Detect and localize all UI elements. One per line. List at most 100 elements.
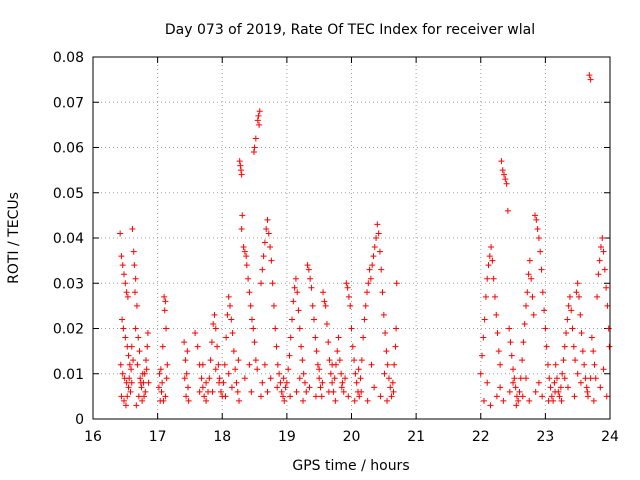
data-point xyxy=(484,275,491,282)
data-point xyxy=(237,162,244,169)
data-point xyxy=(556,393,563,400)
x-tick-label: 23 xyxy=(536,429,554,445)
data-point xyxy=(366,266,373,273)
data-point xyxy=(270,302,277,309)
data-point xyxy=(537,248,544,255)
data-point xyxy=(126,375,133,382)
data-point xyxy=(216,375,223,382)
y-tick-label: 0.01 xyxy=(53,367,84,383)
data-point xyxy=(239,212,246,219)
data-point xyxy=(551,379,558,386)
data-point xyxy=(329,361,336,368)
data-point xyxy=(261,239,268,246)
data-point xyxy=(538,266,545,273)
data-point xyxy=(163,325,170,332)
y-tick-label: 0.04 xyxy=(53,231,84,247)
data-point xyxy=(491,293,498,300)
x-tick-label: 16 xyxy=(84,429,102,445)
data-point xyxy=(238,225,245,232)
data-point xyxy=(526,257,533,264)
data-point xyxy=(355,366,362,373)
data-point xyxy=(254,117,261,124)
data-point xyxy=(286,352,293,359)
data-point xyxy=(326,357,333,364)
data-point xyxy=(325,339,332,346)
data-point xyxy=(582,375,589,382)
data-point xyxy=(352,370,359,377)
data-point xyxy=(574,280,581,287)
data-point xyxy=(534,225,541,232)
data-point xyxy=(228,384,235,391)
data-point xyxy=(135,334,142,341)
data-point xyxy=(510,366,517,373)
data-point xyxy=(211,311,218,318)
data-point xyxy=(222,393,229,400)
data-point xyxy=(334,348,341,355)
data-point xyxy=(507,339,514,346)
data-point xyxy=(545,397,552,404)
data-point xyxy=(133,402,140,409)
data-point xyxy=(313,348,320,355)
data-point xyxy=(318,393,325,400)
data-point xyxy=(379,289,386,296)
data-point xyxy=(240,244,247,251)
data-point xyxy=(338,384,345,391)
data-point xyxy=(199,384,206,391)
data-point xyxy=(568,307,575,314)
data-point xyxy=(487,402,494,409)
data-point xyxy=(508,352,515,359)
data-point xyxy=(245,275,252,282)
data-point xyxy=(256,108,263,115)
data-point xyxy=(264,388,271,395)
data-point xyxy=(348,325,355,332)
data-point xyxy=(246,289,253,296)
data-points xyxy=(117,72,613,409)
data-point xyxy=(584,388,591,395)
data-point xyxy=(267,375,274,382)
data-point xyxy=(277,379,284,386)
data-point xyxy=(369,262,376,269)
data-point xyxy=(143,366,150,373)
data-point xyxy=(317,384,324,391)
data-point xyxy=(259,379,266,386)
data-point xyxy=(117,230,124,237)
x-tick-label: 24 xyxy=(601,429,619,445)
data-point xyxy=(212,366,219,373)
x-tick-label: 19 xyxy=(278,429,296,445)
data-point xyxy=(145,379,152,386)
data-point xyxy=(311,316,318,323)
data-point xyxy=(581,361,588,368)
data-point xyxy=(181,375,188,382)
y-axis-label: ROTI / TECUs xyxy=(6,192,22,284)
data-point xyxy=(603,284,610,291)
data-point xyxy=(295,307,302,314)
data-point xyxy=(126,361,133,368)
data-point xyxy=(526,397,533,404)
data-point xyxy=(384,361,391,368)
data-point xyxy=(340,388,347,395)
data-point xyxy=(316,375,323,382)
data-point xyxy=(387,384,394,391)
data-point xyxy=(296,375,303,382)
data-point xyxy=(207,357,214,364)
data-point xyxy=(554,375,561,382)
data-point xyxy=(276,370,283,377)
data-point xyxy=(281,397,288,404)
data-point xyxy=(597,244,604,251)
data-point xyxy=(488,244,495,251)
data-point xyxy=(532,212,539,219)
data-point xyxy=(223,334,230,341)
data-point xyxy=(373,235,380,241)
data-point xyxy=(182,357,189,364)
data-point xyxy=(552,361,559,368)
data-point xyxy=(185,397,192,404)
data-point xyxy=(258,393,265,400)
data-point xyxy=(267,244,274,251)
data-point xyxy=(481,316,488,323)
data-point xyxy=(215,361,222,368)
data-point xyxy=(516,388,523,395)
data-point xyxy=(124,293,131,300)
data-point xyxy=(522,375,529,382)
data-point xyxy=(269,280,276,287)
data-point xyxy=(360,334,367,341)
